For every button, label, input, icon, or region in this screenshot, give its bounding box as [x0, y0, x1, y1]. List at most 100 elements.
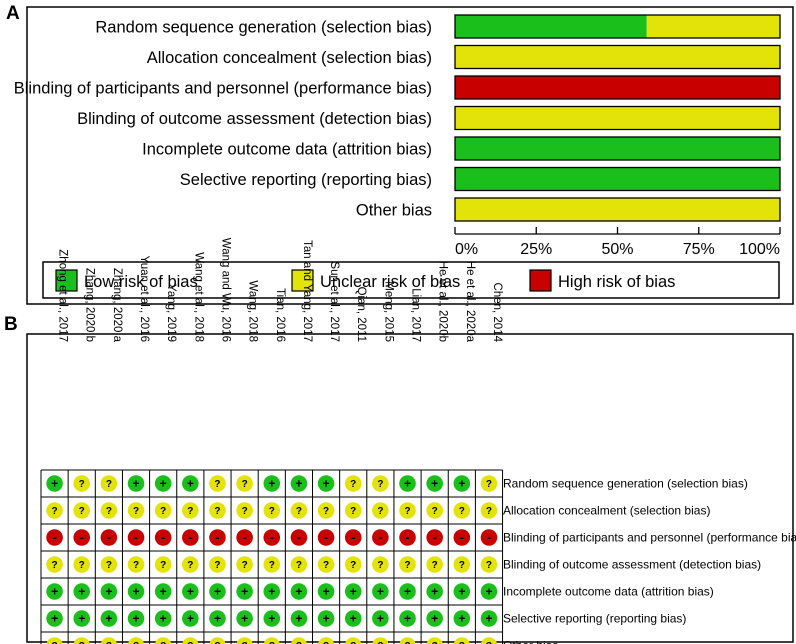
judgement-symbol-r6-c11: + — [323, 612, 330, 626]
judgement-unclear-r7-c3 — [100, 637, 118, 644]
judgement-symbol-r2-c5: ? — [160, 506, 166, 517]
judgement-unclear-r2-c3 — [100, 502, 118, 519]
judgement-symbol-r5-c8: + — [241, 585, 248, 599]
study-label-he-et-al-2020b: He et al., 2020b — [437, 261, 449, 342]
judgement-unclear-r7-c10 — [290, 637, 308, 644]
judgement-unclear-r2-c12 — [344, 502, 362, 519]
judgement-low-r6-c17 — [480, 610, 498, 627]
judgement-symbol-r7-c17: ? — [486, 641, 492, 644]
judgement-unclear-r2-c17 — [480, 502, 498, 519]
judgement-low-r5-c14 — [399, 583, 416, 600]
judgement-low-r5-c7 — [209, 583, 226, 600]
judgement-low-r6-c8 — [236, 610, 253, 627]
judgement-low-r5-c9 — [263, 583, 281, 600]
judgement-unclear-r1-c12 — [344, 475, 362, 492]
judgement-symbol-r2-c9: ? — [269, 506, 275, 517]
judgement-unclear-r4-c16 — [453, 556, 471, 573]
judgement-low-r1-c9 — [263, 475, 281, 492]
judgement-high-r3-c4 — [127, 529, 145, 546]
study-label-wang-et-al-2018: Wang et al., 2018 — [192, 252, 204, 342]
judgement-unclear-r1-c3 — [100, 475, 118, 492]
judgement-high-r3-c16 — [453, 529, 471, 546]
judgement-unclear-r7-c7 — [209, 637, 226, 644]
judgement-high-r3-c12 — [344, 529, 362, 546]
domain-label-allocation-concealment-selection-bias: Allocation concealment (selection bias) — [503, 504, 710, 518]
judgement-unclear-r7-c13 — [372, 637, 389, 644]
judgement-symbol-r7-c7: ? — [214, 641, 220, 644]
judgement-low-r6-c12 — [344, 610, 362, 627]
judgement-unclear-r4-c10 — [290, 556, 308, 573]
judgement-symbol-r4-c8: ? — [242, 560, 248, 571]
judgement-symbol-r5-c16: + — [458, 585, 465, 599]
judgement-low-r6-c1 — [46, 610, 63, 627]
panel-a-frame — [26, 6, 794, 305]
judgement-symbol-r5-c4: + — [133, 585, 140, 599]
category-label-incomplete-outcome-data-attrition-bias: Incomplete outcome data (attrition bias) — [142, 141, 432, 159]
judgement-symbol-r6-c14: + — [404, 612, 411, 626]
judgement-unclear-r7-c1 — [46, 637, 63, 644]
judgement-symbol-r2-c13: ? — [377, 506, 383, 517]
judgement-low-r6-c16 — [453, 610, 471, 627]
study-label-tan-and-yang-2017: Tan and Yang, 2017 — [301, 240, 313, 342]
domain-label-selective-reporting-reporting-bias: Selective reporting (reporting bias) — [503, 612, 686, 626]
judgement-symbol-r4-c13: ? — [377, 560, 383, 571]
judgement-symbol-r3-c8: - — [243, 531, 247, 545]
study-label-wang-and-wu-2016: Wang and Wu, 2016 — [219, 238, 231, 342]
legend-frame — [42, 261, 780, 299]
judgement-symbol-r4-c17: ? — [486, 560, 492, 571]
judgement-symbol-r4-c1: ? — [52, 560, 58, 571]
bar-high-3 — [455, 76, 780, 99]
judgement-symbol-r2-c17: ? — [486, 506, 492, 517]
bar-outline-6 — [454, 166, 781, 192]
judgement-unclear-r4-c1 — [46, 556, 63, 573]
judgement-symbol-r6-c7: + — [214, 612, 221, 626]
bar-outline-5 — [454, 136, 781, 161]
judgement-symbol-r2-c10: ? — [296, 506, 302, 517]
judgement-symbol-r3-c4: - — [134, 531, 138, 545]
legend-label-unclear: Unclear risk of bias — [320, 273, 460, 291]
judgement-high-r3-c5 — [154, 529, 172, 546]
judgement-low-r1-c6 — [182, 475, 199, 492]
bar-outline-7 — [454, 197, 781, 222]
judgement-low-r1-c11 — [317, 475, 335, 492]
judgement-unclear-r2-c5 — [154, 502, 172, 519]
judgement-unclear-r2-c7 — [209, 502, 226, 519]
judgement-unclear-r4-c7 — [209, 556, 226, 573]
judgement-symbol-r7-c13: ? — [377, 641, 383, 644]
bar-outline-2 — [454, 44, 781, 70]
judgement-low-r6-c5 — [154, 610, 172, 627]
judgement-high-r3-c3 — [100, 529, 118, 546]
legend-swatch-low — [55, 269, 78, 292]
study-label-zhong-et-al-2017: Zhong et al., 2017 — [57, 249, 69, 342]
judgement-symbol-r3-c3: - — [107, 531, 111, 545]
judgement-symbol-r2-c15: ? — [432, 506, 438, 517]
judgement-unclear-r1-c17 — [480, 475, 498, 492]
judgement-unclear-r7-c5 — [155, 637, 172, 644]
category-label-selective-reporting-reporting-bias: Selective reporting (reporting bias) — [180, 171, 432, 189]
judgement-symbol-r1-c14: + — [404, 477, 411, 491]
judgement-high-r3-c17 — [480, 529, 498, 546]
judgement-low-r6-c4 — [127, 610, 145, 627]
judgement-symbol-r6-c13: + — [377, 612, 384, 626]
judgement-symbol-r4-c2: ? — [79, 560, 85, 571]
judgement-unclear-r4-c6 — [182, 556, 199, 573]
judgement-high-r3-c6 — [182, 529, 199, 546]
judgement-low-r1-c4 — [127, 475, 145, 492]
judgement-unclear-r2-c16 — [453, 502, 471, 519]
bar-outline-1 — [454, 14, 781, 39]
judgement-unclear-r7-c15 — [426, 637, 443, 644]
judgement-symbol-r7-c3: ? — [106, 641, 112, 644]
judgement-symbol-r6-c5: + — [160, 612, 167, 626]
judgement-unclear-r2-c15 — [426, 502, 443, 519]
judgement-symbol-r2-c3: ? — [106, 506, 112, 517]
judgement-unclear-r7-c12 — [345, 637, 362, 644]
judgement-symbol-r7-c4: ? — [133, 641, 139, 644]
judgement-unclear-r1-c13 — [372, 475, 389, 492]
judgement-unclear-r4-c17 — [480, 556, 498, 573]
bar-outline-4 — [454, 105, 781, 131]
judgement-symbol-r6-c1: + — [51, 612, 58, 626]
judgement-symbol-r6-c2: + — [78, 612, 85, 626]
judgement-unclear-r2-c4 — [127, 502, 145, 519]
judgement-unclear-r7-c14 — [399, 637, 416, 644]
judgement-high-r3-c15 — [426, 529, 443, 546]
